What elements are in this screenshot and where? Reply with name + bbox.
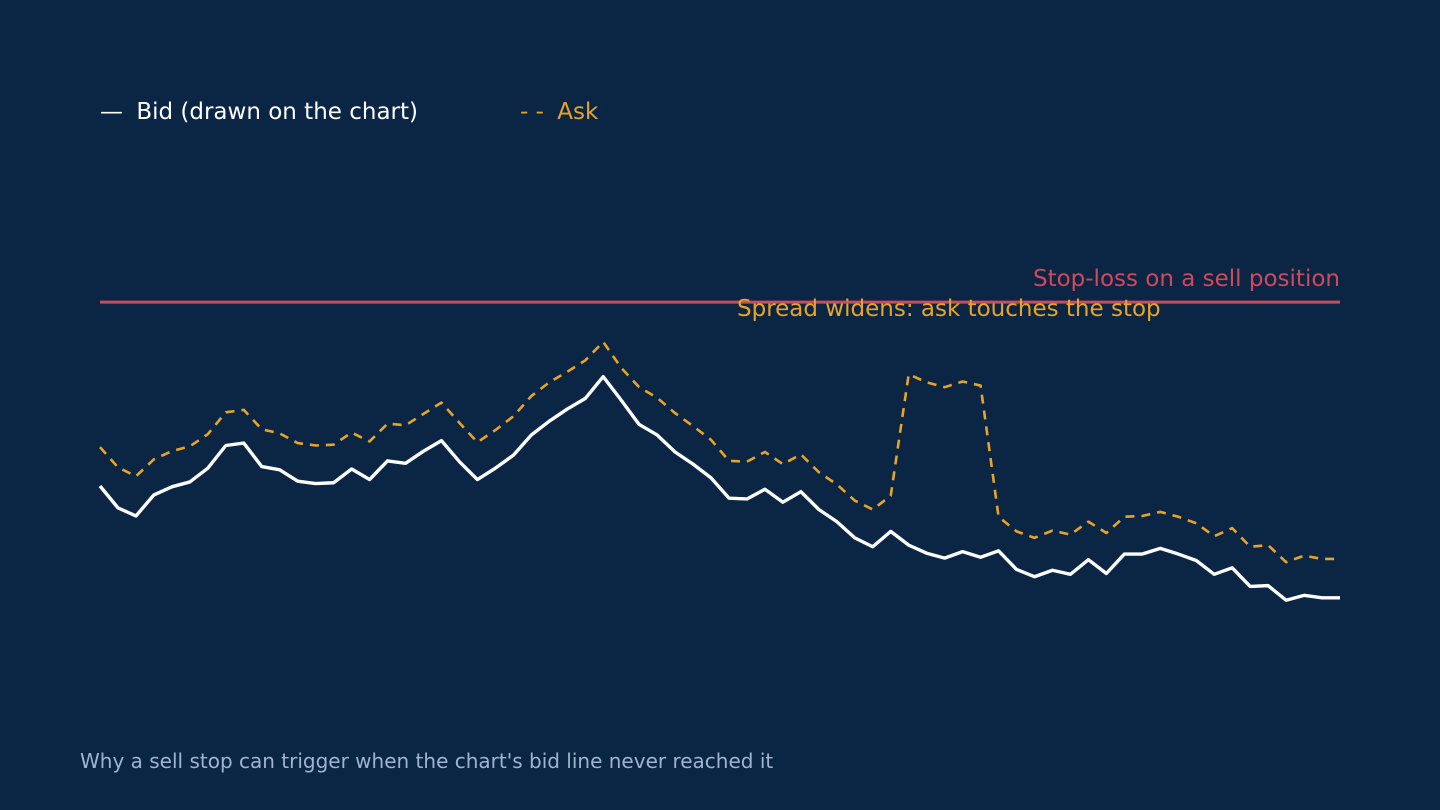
chart-caption: Why a sell stop can trigger when the cha… [80,749,774,773]
bid-series-line [98,374,1340,602]
legend: — Bid (drawn on the chart) - - Ask [100,99,599,125]
legend-bid-symbol: — [100,99,123,125]
legend-entry-ask: - - Ask [520,99,599,125]
ask-series-line [99,340,1340,564]
legend-ask-label: Ask [557,99,599,125]
legend-bid-label: Bid (drawn on the chart) [136,99,418,125]
legend-entry-bid: — Bid (drawn on the chart) [100,99,418,125]
spread-annotation: Spread widens: ask touches the stop [737,296,1161,322]
stop-loss-label: Stop-loss on a sell position [1033,266,1340,292]
legend-ask-symbol: - - [520,99,544,125]
series-layer [98,340,1340,602]
